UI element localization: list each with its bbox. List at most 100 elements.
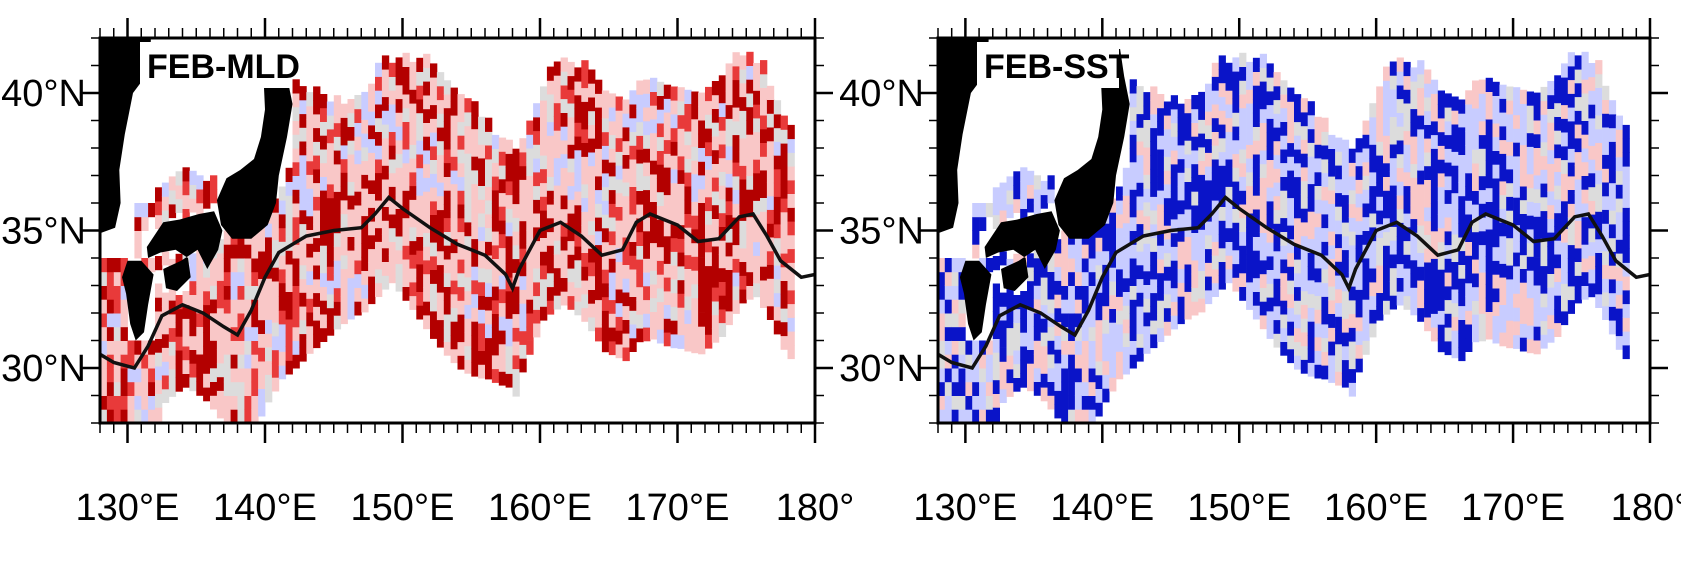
grid-cell — [1259, 81, 1267, 96]
grid-cell — [1451, 220, 1459, 235]
grid-cell — [1396, 167, 1404, 182]
grid-cell — [1027, 349, 1035, 364]
grid-cell — [141, 368, 149, 383]
grid-cell — [1608, 306, 1617, 321]
grid-cell — [615, 220, 623, 235]
grid-cell — [320, 135, 328, 150]
grid-cell — [1054, 404, 1062, 419]
grid-cell — [670, 265, 678, 280]
grid-cell — [533, 323, 541, 338]
grid-cell — [1355, 248, 1363, 263]
grid-cell — [546, 162, 555, 177]
grid-cell — [168, 313, 177, 329]
grid-cell — [944, 368, 952, 383]
grid-cell — [1451, 151, 1459, 166]
grid-cell — [1499, 180, 1507, 196]
grid-cell — [313, 113, 321, 129]
grid-cell — [1533, 298, 1541, 313]
grid-cell — [999, 333, 1007, 348]
grid-cell — [601, 173, 610, 188]
panel-left-title-box — [140, 42, 292, 88]
grid-cell — [670, 155, 678, 170]
grid-cell — [1424, 262, 1432, 277]
grid-cell — [1191, 205, 1199, 220]
grid-cell — [505, 208, 513, 223]
grid-cell — [1451, 137, 1459, 152]
grid-cell — [1465, 255, 1473, 270]
grid-cell — [615, 206, 623, 221]
grid-cell — [100, 395, 108, 410]
grid-cell — [106, 299, 115, 314]
grid-cell — [1389, 157, 1397, 172]
grid-cell — [574, 232, 582, 247]
grid-cell — [478, 350, 486, 365]
grid-cell — [1314, 199, 1322, 214]
grid-cell — [1574, 69, 1582, 84]
grid-cell — [1499, 235, 1507, 251]
grid-cell — [1074, 258, 1083, 273]
grid-cell — [1526, 174, 1534, 189]
grid-cell — [409, 226, 417, 242]
grid-cell — [739, 124, 747, 139]
grid-cell — [1417, 266, 1425, 281]
grid-cell — [155, 407, 163, 422]
grid-cell — [196, 340, 204, 355]
grid-cell — [766, 168, 775, 183]
grid-cell — [1554, 295, 1562, 310]
grid-cell — [113, 285, 122, 300]
grid-cell — [773, 127, 782, 142]
grid-cell — [1047, 354, 1055, 369]
grid-cell — [732, 285, 740, 301]
grid-cell — [1540, 293, 1548, 308]
grid-cell — [491, 299, 500, 314]
grid-cell — [464, 139, 472, 154]
grid-cell — [292, 189, 300, 204]
grid-cell — [1383, 259, 1391, 274]
grid-cell — [471, 307, 479, 322]
grid-cell — [230, 395, 238, 410]
grid-cell — [526, 230, 534, 245]
grid-cell — [106, 368, 115, 383]
grid-cell — [1519, 254, 1528, 269]
grid-cell — [1095, 264, 1103, 279]
grid-cell — [100, 381, 108, 396]
grid-cell — [244, 299, 252, 314]
grid-cell — [326, 307, 335, 322]
grid-cell — [1328, 203, 1336, 218]
grid-cell — [216, 404, 225, 419]
grid-cell — [265, 223, 273, 238]
grid-cell — [1362, 299, 1370, 314]
grid-cell — [560, 126, 568, 141]
anomaly-grid-left — [100, 51, 795, 423]
grid-cell — [711, 94, 720, 109]
grid-cell — [1485, 311, 1493, 326]
grid-cell — [491, 341, 500, 356]
grid-cell — [395, 167, 403, 182]
grid-cell — [1143, 133, 1151, 148]
grid-cell — [189, 363, 197, 378]
grid-cell — [1355, 179, 1363, 194]
grid-cell — [1232, 139, 1240, 155]
grid-cell — [760, 238, 768, 253]
grid-cell — [230, 340, 238, 355]
grid-cell — [127, 395, 135, 410]
grid-cell — [951, 368, 959, 383]
grid-cell — [698, 216, 706, 231]
grid-cell — [622, 305, 630, 320]
grid-cell — [1280, 300, 1288, 315]
grid-cell — [601, 324, 610, 339]
grid-cell — [1006, 313, 1014, 329]
grid-cell — [1458, 278, 1466, 293]
grid-cell — [656, 315, 665, 330]
grid-cell — [1294, 245, 1302, 260]
grid-cell — [457, 286, 465, 301]
grid-cell — [299, 306, 307, 321]
grid-cell — [134, 203, 142, 218]
grid-cell — [999, 251, 1007, 266]
grid-cell — [622, 182, 630, 197]
grid-cell — [354, 136, 362, 151]
grid-cell — [388, 62, 397, 77]
grid-cell — [1157, 217, 1165, 232]
grid-cell — [972, 395, 980, 410]
grid-cell — [1170, 136, 1178, 151]
